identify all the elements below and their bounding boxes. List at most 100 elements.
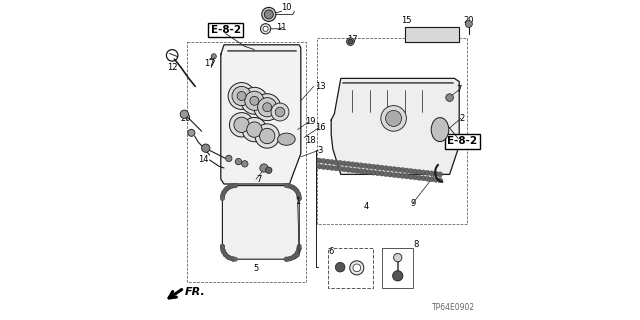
Circle shape [367, 164, 372, 169]
Circle shape [433, 177, 438, 182]
Circle shape [417, 175, 422, 180]
Circle shape [202, 144, 210, 152]
Text: 8: 8 [413, 240, 419, 249]
Circle shape [433, 172, 438, 177]
Circle shape [221, 249, 225, 253]
Polygon shape [223, 186, 300, 259]
Text: 3: 3 [317, 146, 323, 155]
Circle shape [286, 184, 291, 188]
Text: 11: 11 [276, 23, 287, 32]
Circle shape [383, 166, 388, 171]
Text: 15: 15 [401, 16, 412, 25]
Circle shape [348, 39, 353, 44]
Text: 18: 18 [305, 136, 316, 145]
Circle shape [412, 175, 417, 180]
Circle shape [295, 251, 300, 255]
Circle shape [226, 155, 232, 162]
Circle shape [262, 7, 276, 21]
Circle shape [255, 124, 280, 148]
Circle shape [429, 171, 435, 176]
Circle shape [342, 167, 347, 172]
Circle shape [375, 165, 380, 170]
Circle shape [228, 83, 255, 109]
Circle shape [438, 178, 443, 183]
Text: 20: 20 [463, 16, 474, 25]
Circle shape [333, 160, 339, 165]
Circle shape [295, 190, 300, 194]
Circle shape [325, 159, 330, 164]
Circle shape [232, 86, 252, 106]
Circle shape [263, 26, 268, 31]
Circle shape [291, 185, 295, 189]
Circle shape [236, 158, 242, 165]
Circle shape [412, 169, 417, 174]
Circle shape [465, 20, 472, 28]
Text: 19: 19 [305, 117, 316, 126]
Circle shape [286, 184, 291, 188]
Circle shape [231, 184, 236, 188]
Circle shape [289, 256, 293, 261]
Circle shape [291, 185, 295, 189]
Circle shape [330, 159, 335, 164]
Circle shape [321, 158, 326, 164]
Ellipse shape [431, 118, 449, 141]
Polygon shape [221, 45, 301, 184]
Circle shape [335, 262, 345, 272]
Circle shape [404, 168, 410, 173]
Circle shape [223, 252, 228, 257]
Text: 2: 2 [460, 114, 465, 123]
Circle shape [253, 94, 280, 121]
Circle shape [242, 117, 267, 142]
Circle shape [237, 92, 246, 100]
Circle shape [260, 128, 275, 144]
Circle shape [297, 246, 301, 251]
Circle shape [294, 252, 298, 257]
Circle shape [246, 122, 262, 137]
Circle shape [350, 168, 355, 173]
Text: 5: 5 [253, 264, 259, 273]
Circle shape [221, 192, 225, 196]
Circle shape [227, 255, 231, 260]
Circle shape [393, 271, 403, 281]
Circle shape [317, 164, 322, 169]
Circle shape [396, 167, 401, 172]
Circle shape [230, 113, 253, 137]
Circle shape [446, 94, 453, 101]
Text: 7: 7 [456, 85, 462, 94]
Circle shape [262, 103, 272, 112]
Circle shape [228, 256, 233, 261]
Circle shape [383, 172, 388, 177]
Circle shape [292, 254, 297, 259]
Circle shape [220, 194, 225, 198]
Circle shape [355, 162, 360, 167]
Circle shape [233, 183, 237, 188]
Circle shape [297, 196, 301, 201]
Circle shape [297, 244, 301, 249]
Circle shape [227, 185, 231, 189]
Circle shape [425, 176, 430, 181]
Circle shape [294, 188, 298, 192]
Circle shape [297, 196, 301, 201]
Circle shape [284, 257, 289, 261]
Text: 16: 16 [315, 124, 325, 132]
Text: E-8-2: E-8-2 [211, 25, 241, 36]
Circle shape [250, 96, 259, 105]
Circle shape [211, 54, 216, 59]
Text: E-8-2: E-8-2 [447, 136, 477, 147]
Circle shape [367, 170, 372, 175]
Circle shape [227, 255, 231, 260]
Circle shape [264, 10, 273, 19]
Circle shape [266, 167, 272, 173]
Polygon shape [332, 78, 460, 174]
Circle shape [220, 196, 225, 201]
Circle shape [338, 166, 343, 171]
Text: 17: 17 [204, 60, 215, 68]
Circle shape [223, 188, 228, 192]
Circle shape [260, 24, 271, 34]
Circle shape [292, 254, 297, 259]
Circle shape [379, 171, 384, 176]
Circle shape [358, 169, 364, 174]
Circle shape [404, 174, 410, 179]
Text: 1: 1 [295, 197, 300, 206]
Circle shape [222, 190, 227, 194]
